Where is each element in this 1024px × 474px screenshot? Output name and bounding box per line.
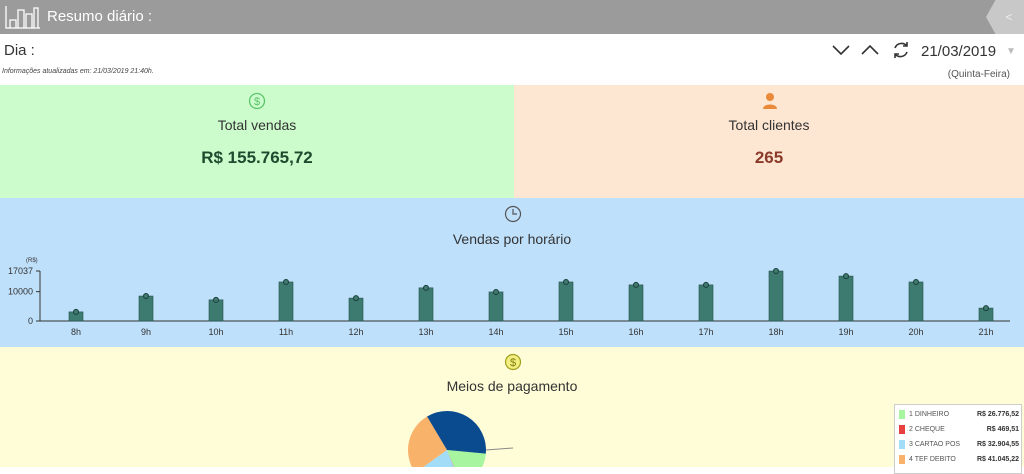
legend-swatch [899,455,905,464]
legend-value: R$ 26.776,52 [976,411,1019,418]
legend-value: R$ 41.045,22 [976,456,1019,463]
pie-slice-1-dinheiro [447,450,486,467]
payments-pie-chart [408,411,514,467]
bar-point-16h [633,281,639,288]
legend-item[interactable]: 3 CARTAO POS R$ 32.904,55 [899,439,1019,451]
dollar-circle-icon: $ [248,92,266,110]
bar-point-19h [843,273,849,280]
user-icon [763,93,777,109]
legend-item[interactable]: 4 TEF DEBITO R$ 41.045,22 [899,454,1019,466]
x-tick-label: 16h [628,327,643,337]
refresh-icon[interactable] [891,40,911,60]
weekday-label: (Quinta-Feira) [947,69,1010,80]
x-tick-label: 10h [208,327,223,337]
x-tick-label: 12h [348,327,363,337]
x-tick-label: 18h [768,327,783,337]
dropdown-arrow-icon[interactable]: ▼ [1006,46,1016,57]
x-tick-label: 13h [418,327,433,337]
payments-title: Meios de pagamento [446,378,578,394]
bar-point-11h [283,278,289,285]
legend-label: 1 DINHEIRO [909,411,950,418]
pie-slice-other [427,411,486,454]
hourly-title: Vendas por horário [452,231,572,247]
bar-point-12h [353,295,359,302]
page-title: Resumo diário : [47,8,153,25]
legend-swatch [899,410,905,419]
legend-label: 3 CARTAO POS [909,441,961,448]
chart-logo-icon [5,6,40,29]
total-sales-card: $ Total vendas R$ 155.765,72 [0,85,514,198]
dollar-circle-icon: $ [504,353,522,371]
x-tick-label: 15h [558,327,573,337]
bar-point-14h [493,288,499,295]
bar-19h [838,275,854,322]
bar-point-13h [423,284,429,291]
bar-17h [698,284,714,322]
bar-18h [768,270,784,322]
x-tick-label: 9h [141,327,151,337]
chevron-up-icon[interactable] [861,44,879,56]
pie-slice-4-tef-debito [408,416,447,467]
bar-14h [488,291,504,322]
legend-value: R$ 32.904,55 [976,441,1019,448]
x-tick-label: 14h [488,327,503,337]
chevron-down-icon[interactable] [832,44,850,56]
bar-15h [558,281,574,322]
x-tick-label: 8h [71,327,81,337]
bar-20h [908,281,924,322]
bar-point-10h [213,296,219,303]
hourly-bar-chart: (R$) 0 10000 17037 8h 9h 10h 11h 12h 13h 14h 15h 16h… [8,258,1010,337]
bar-point-21h [983,305,989,312]
clock-icon [504,205,522,223]
date-select[interactable]: 21/03/2019 [921,43,997,60]
legend-label: 2 CHEQUE [909,426,945,433]
legend-item[interactable]: 1 DINHEIRO R$ 26.776,52 [899,409,1019,421]
y-tick-label: 0 [28,316,33,326]
svg-text:$: $ [510,357,516,369]
hourly-sales-section: Vendas por horário (R$) 0 10000 17037 8h 9h 10… [0,198,1024,347]
bar-9h [138,295,154,322]
collapse-button[interactable]: < [986,0,1024,34]
legend-swatch [899,440,905,449]
total-sales-value: R$ 155.765,72 [201,148,313,167]
bar-10h [208,299,224,322]
pie-slice-3-cartao-pos [423,450,454,467]
bar-point-8h [73,308,79,315]
pie-legend: 1 DINHEIRO R$ 26.776,52 2 CHEQUE R$ 469,51 3… [894,404,1022,474]
legend-item[interactable]: 2 CHEQUE R$ 469,51 [899,424,1019,436]
total-clients-value: 265 [754,148,784,167]
bar-13h [418,287,434,322]
bar-point-17h [703,281,709,288]
bar-12h [348,297,364,322]
bar-point-9h [143,293,149,300]
bar-16h [628,284,644,322]
legend-swatch [899,425,905,434]
bar-11h [278,281,294,322]
legend-label: 4 TEF DEBITO [909,456,956,463]
y-tick-label: 17037 [8,266,33,276]
legend-value: R$ 469,51 [986,426,1019,433]
x-tick-label: 19h [838,327,853,337]
x-tick-label: 17h [698,327,713,337]
y-tick-label: 10000 [8,287,33,297]
svg-text:$: $ [254,96,260,108]
bar-point-15h [563,278,569,285]
bar-point-18h [773,268,779,274]
bar-point-20h [913,278,919,285]
updated-info: Informações atualizadas em: 21/03/2019 2… [2,68,154,75]
total-clients-label: Total clientes [728,117,810,133]
payment-methods-section: $ Meios de pagamento [0,347,1024,467]
y-axis-label: (R$) [26,258,38,264]
total-sales-label: Total vendas [217,117,297,133]
day-label: Dia : [4,42,35,59]
total-clients-card: Total clientes 265 [514,85,1024,198]
x-tick-label: 11h [279,327,293,337]
header-bar: Resumo diário : < [0,0,1024,34]
pie-callout-line [485,447,514,451]
x-tick-label: 21h [978,327,993,337]
x-tick-label: 20h [908,327,923,337]
